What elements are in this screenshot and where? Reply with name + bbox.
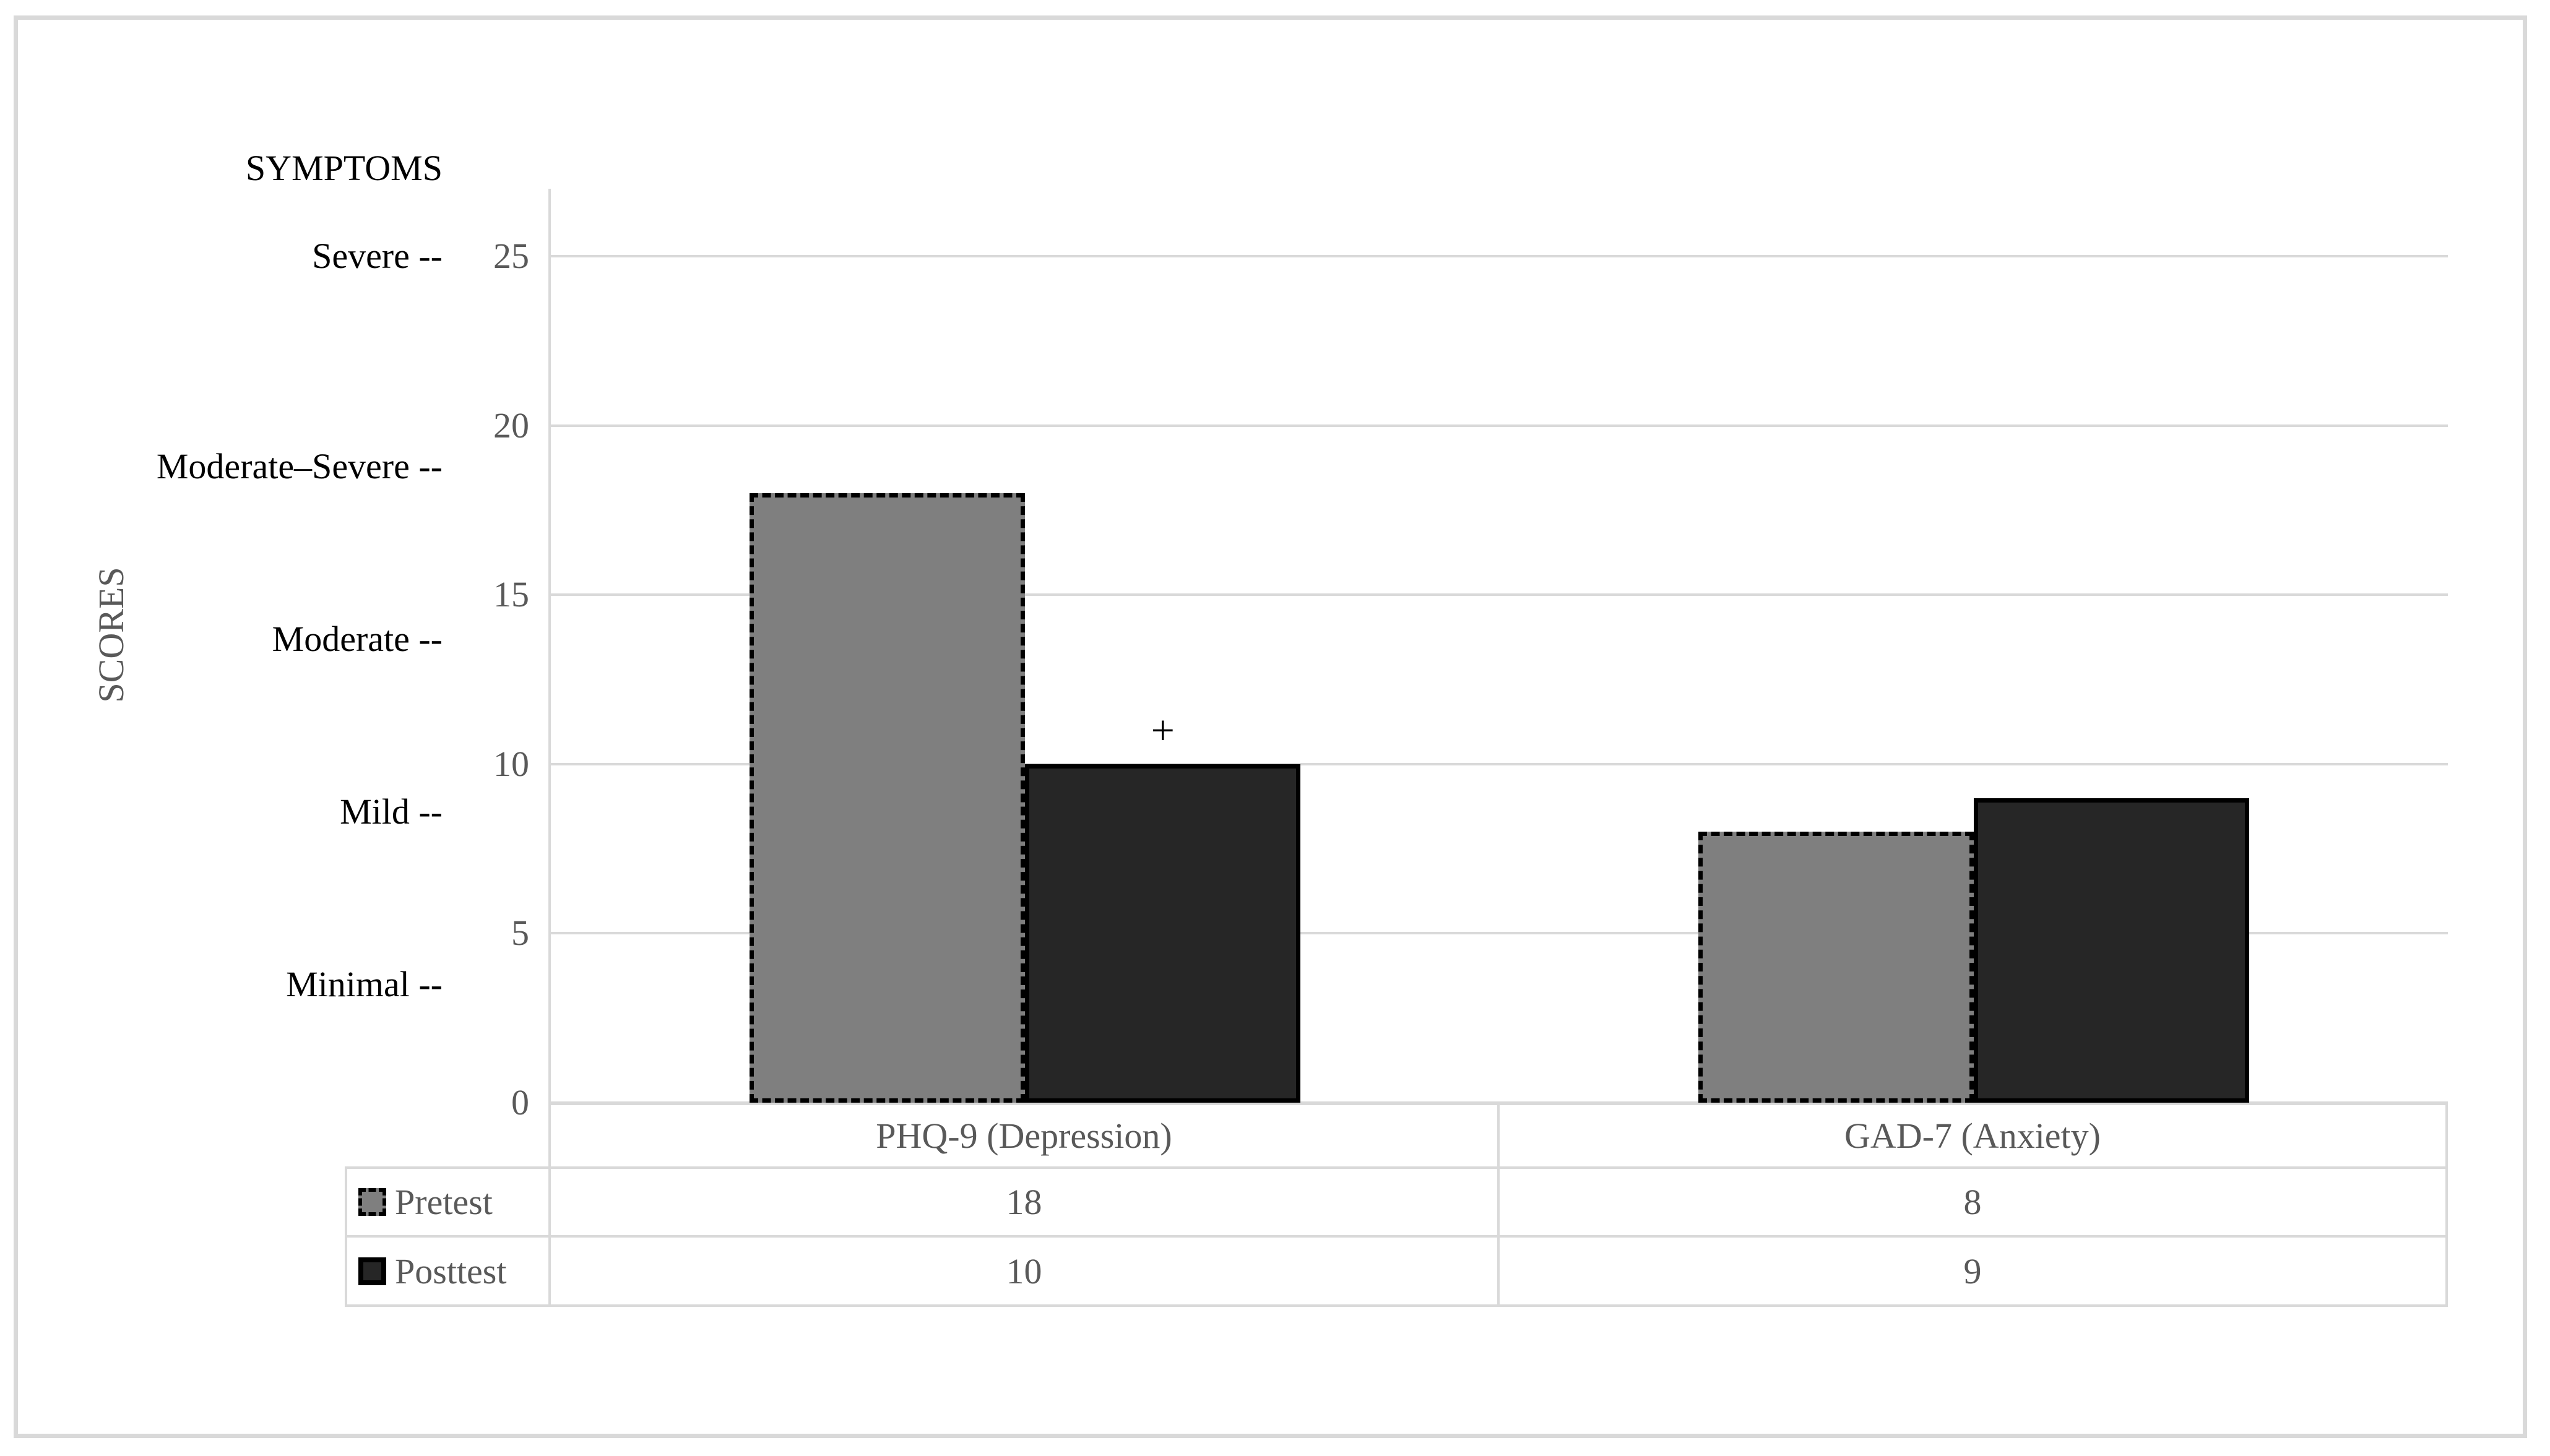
bar-posttest-gad-7-anxiety [1973, 798, 2249, 1103]
symptom-label-moderate-severe: Moderate–Severe -- [156, 446, 443, 486]
symptom-label-severe: Severe -- [312, 236, 443, 277]
legend-item-posttest: Posttest [345, 1238, 551, 1307]
posttest-legend-swatch-icon [358, 1257, 386, 1285]
y-tick-label-5: 5 [511, 913, 529, 954]
y-tick-label-0: 0 [511, 1082, 529, 1122]
legend-label-posttest: Posttest [395, 1251, 507, 1291]
category-header-phq9: PHQ-9 (Depression) [551, 1103, 1500, 1169]
y-tick-label-15: 15 [493, 574, 529, 615]
bar-pretest-gad-7-anxiety [1698, 832, 1974, 1103]
y-tick-label-25: 25 [493, 236, 529, 277]
chart-plot-area [551, 189, 2448, 1104]
y-tick-label-10: 10 [493, 743, 529, 784]
figure-frame [14, 15, 2527, 1438]
symptom-label-minimal: Minimal -- [286, 963, 443, 1004]
value-pretest-phq9: 18 [551, 1169, 1500, 1238]
plus-annotation: + [1151, 707, 1175, 754]
legend-label-pretest: Pretest [395, 1182, 493, 1222]
y-axis-line [548, 189, 551, 1307]
value-pretest-gad7: 8 [1500, 1169, 2448, 1238]
symptom-label-moderate: Moderate -- [272, 618, 443, 659]
value-posttest-phq9: 10 [551, 1238, 1500, 1307]
gridline-5 [551, 932, 2448, 935]
category-header-gad7: GAD-7 (Anxiety) [1500, 1103, 2448, 1169]
value-posttest-gad7: 9 [1500, 1238, 2448, 1307]
y-tick-label-20: 20 [493, 405, 529, 446]
gridline-15 [551, 593, 2448, 597]
data-table-corner-cell [345, 1103, 551, 1169]
gridline-25 [551, 255, 2448, 258]
pretest-legend-swatch-icon [358, 1188, 386, 1216]
gridline-20 [551, 424, 2448, 427]
chart-data-table: PHQ-9 (Depression) GAD-7 (Anxiety) Prete… [345, 1103, 2448, 1307]
symptom-label-mild: Mild -- [340, 791, 443, 832]
symptoms-axis-title: SYMPTOMS [245, 148, 443, 188]
bar-pretest-phq-9-depression [750, 493, 1026, 1103]
gridline-10 [551, 762, 2448, 765]
legend-item-pretest: Pretest [345, 1169, 551, 1238]
bar-posttest-phq-9-depression [1025, 764, 1301, 1103]
